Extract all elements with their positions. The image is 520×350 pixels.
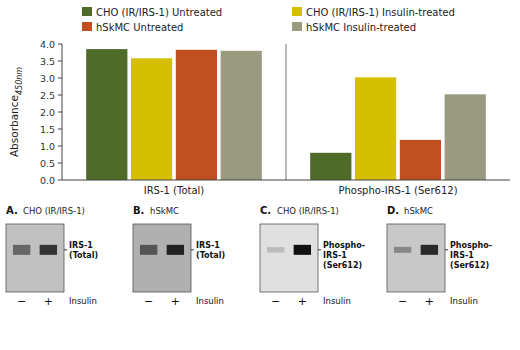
blot-panel: C. CHO (IR/IRS-1) Phospho-IRS-1(Ser612) − + I… [260,205,365,308]
blot-band [167,245,184,255]
panel-label: B. [133,205,144,216]
panel-subtitle: hSkMC [150,206,179,216]
blot-band [13,245,30,255]
y-tick-label: 0.0 [40,175,55,186]
band-label-line: (Total) [196,251,225,260]
band-tick [318,249,321,250]
lane-label: + [298,295,307,308]
band-label-line: Phospho- [323,241,365,250]
y-tick [58,146,62,147]
y-tick-label: 1.0 [40,141,55,152]
band-label-line: (Ser612) [450,261,489,270]
panel-subtitle: hSkMC [404,206,433,216]
band-label: IRS-1(Total) [69,241,98,260]
panel-subtitle: CHO (IR/IRS-1) [277,206,339,216]
blot [6,224,64,292]
legend-swatch [82,22,92,31]
legend-label: hSkMC Insulin-treated [306,22,416,33]
group-divider [286,44,287,180]
legend-label: CHO (IR/IRS-1) Untreated [96,7,222,18]
lane-label: − [271,295,280,308]
y-tick-label: 2.5 [40,90,55,101]
lane-label: + [44,295,53,308]
band-label-line: IRS-1 [323,251,347,260]
band-label-line: IRS-1 [450,251,474,260]
blot-band [267,247,284,253]
y-axis-label: Absorbance450nm [8,67,24,157]
blot-band [140,245,157,255]
y-axis-line [62,44,63,180]
blot-band [294,245,311,255]
panel-label: C. [260,205,271,216]
bar [400,140,441,180]
y-tick [58,112,62,113]
y-tick [58,163,62,164]
blot-band [394,247,411,253]
band-label-line: (Total) [69,251,98,260]
legend-swatch [292,22,302,31]
y-tick [58,180,62,181]
y-axis-label-subscript: 450nm [15,67,24,95]
treatment-label: Insulin [69,296,97,306]
blot-band [40,245,57,255]
bar [131,58,172,180]
treatment-label: Insulin [323,296,351,306]
panel-label: D. [387,205,399,216]
y-tick [58,44,62,45]
y-tick-label: 1.5 [40,124,55,135]
y-tick-label: 3.0 [40,73,55,84]
y-tick [58,95,62,96]
lane-label: + [171,295,180,308]
treatment-label: Insulin [450,296,478,306]
band-tick [191,249,194,250]
y-axis-label-main: Absorbance [8,95,20,157]
legend-label: CHO (IR/IRS-1) Insulin-treated [306,7,455,18]
bar [310,153,351,180]
y-tick-label: 2.0 [40,107,55,118]
band-label: IRS-1(Total) [196,241,225,260]
y-tick [58,129,62,130]
lane-label: + [425,295,434,308]
legend-swatch [82,7,92,16]
blot [133,224,191,292]
y-tick [58,61,62,62]
legend-label: hSkMC Untreated [96,22,183,33]
y-tick-label: 4.0 [40,39,55,50]
band-label-line: Phospho- [450,241,492,250]
treatment-label: Insulin [196,296,224,306]
band-tick [64,249,67,250]
lane-label: − [144,295,153,308]
y-tick [58,78,62,79]
lane-label: − [398,295,407,308]
panel-label: A. [6,205,18,216]
y-tick-label: 3.5 [40,56,55,67]
bar [355,77,396,180]
band-label: Phospho-IRS-1(Ser612) [450,241,492,270]
y-tick-label: 0.5 [40,158,55,169]
bar [176,50,217,180]
legend: CHO (IR/IRS-1) Untreated CHO (IR/IRS-1) I… [82,7,455,33]
legend-swatch [292,7,302,16]
blot [260,224,318,292]
band-tick [445,249,448,250]
blot [387,224,445,292]
bar [221,51,262,180]
x-axis-line [62,180,510,181]
blot-panel: D. hSkMC Phospho-IRS-1(Ser612) − + Insulin [387,205,492,308]
band-label-line: (Ser612) [323,261,362,270]
bar [86,49,127,180]
lane-label: − [17,295,26,308]
chart: CHO (IR/IRS-1) Untreated CHO (IR/IRS-1) I… [0,0,520,350]
band-label-line: IRS-1 [196,241,220,250]
band-label-line: IRS-1 [69,241,93,250]
bar [445,94,486,180]
x-tick-label: IRS-1 (Total) [144,185,205,196]
blot-panel: B. hSkMC IRS-1(Total) − + Insulin [133,205,225,308]
x-tick-label: Phospho-IRS-1 (Ser612) [338,185,457,196]
blot-band [421,245,438,255]
blot-panel: A. CHO (IR/IRS-1) IRS-1(Total) − + Insulin [6,205,98,308]
band-label: Phospho-IRS-1(Ser612) [323,241,365,270]
panel-subtitle: CHO (IR/IRS-1) [23,206,85,216]
